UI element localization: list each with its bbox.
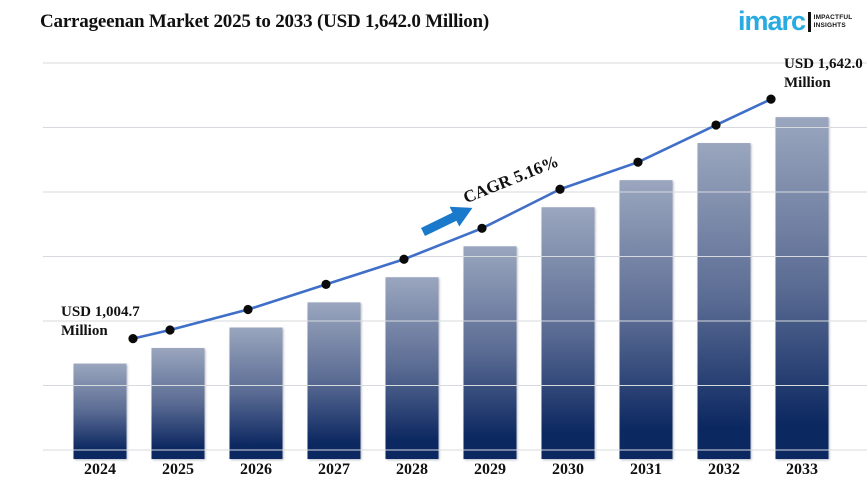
data-point-2024 [128,333,138,344]
value-label-2024-line1: USD 1,004.7 [61,304,140,320]
cagr-arrow-icon [421,206,473,237]
bar-2031 [619,180,673,459]
bar-2024 [73,363,127,459]
bar-2032 [697,143,751,459]
data-point-2026 [243,304,253,315]
value-label-2024-line2: Million [61,323,108,339]
data-point-2028 [399,254,409,264]
bar-2028 [385,277,439,459]
data-point-2030 [555,184,565,194]
logo-tagline-line1: IMPACTFUL [813,14,853,21]
value-label-2033-line1: USD 1,642.0 [784,56,863,72]
data-point-2032 [711,120,721,130]
bar-2027 [307,302,361,459]
value-label-2033-line2: Million [784,75,831,91]
bar-2025 [151,348,205,459]
logo-tagline: IMPACTFUL INSIGHTS [814,14,853,30]
data-point-2027 [321,279,331,289]
imarc-logo: imarc IMPACTFUL INSIGHTS [738,6,853,36]
logo-divider [808,12,811,32]
imarc-logo-wordmark: imarc [738,6,806,36]
value-label-2024: USD 1,004.7 Million [61,303,140,341]
data-point-2031 [633,157,643,167]
data-point-2029 [477,223,487,233]
chart-title: Carrageenan Market 2025 to 2033 (USD 1,6… [40,11,490,32]
cagr-arrow-shape [421,206,473,237]
value-label-2033: USD 1,642.0 Million [784,55,863,93]
bar-2026 [229,327,283,459]
data-point-2033 [766,94,776,104]
bar-2029 [463,246,517,459]
trend-line [132,97,772,340]
bar-2030 [541,207,595,459]
data-point-2025 [165,325,175,335]
logo-tagline-line2: INSIGHTS [813,22,846,29]
bar-2033 [775,117,829,459]
